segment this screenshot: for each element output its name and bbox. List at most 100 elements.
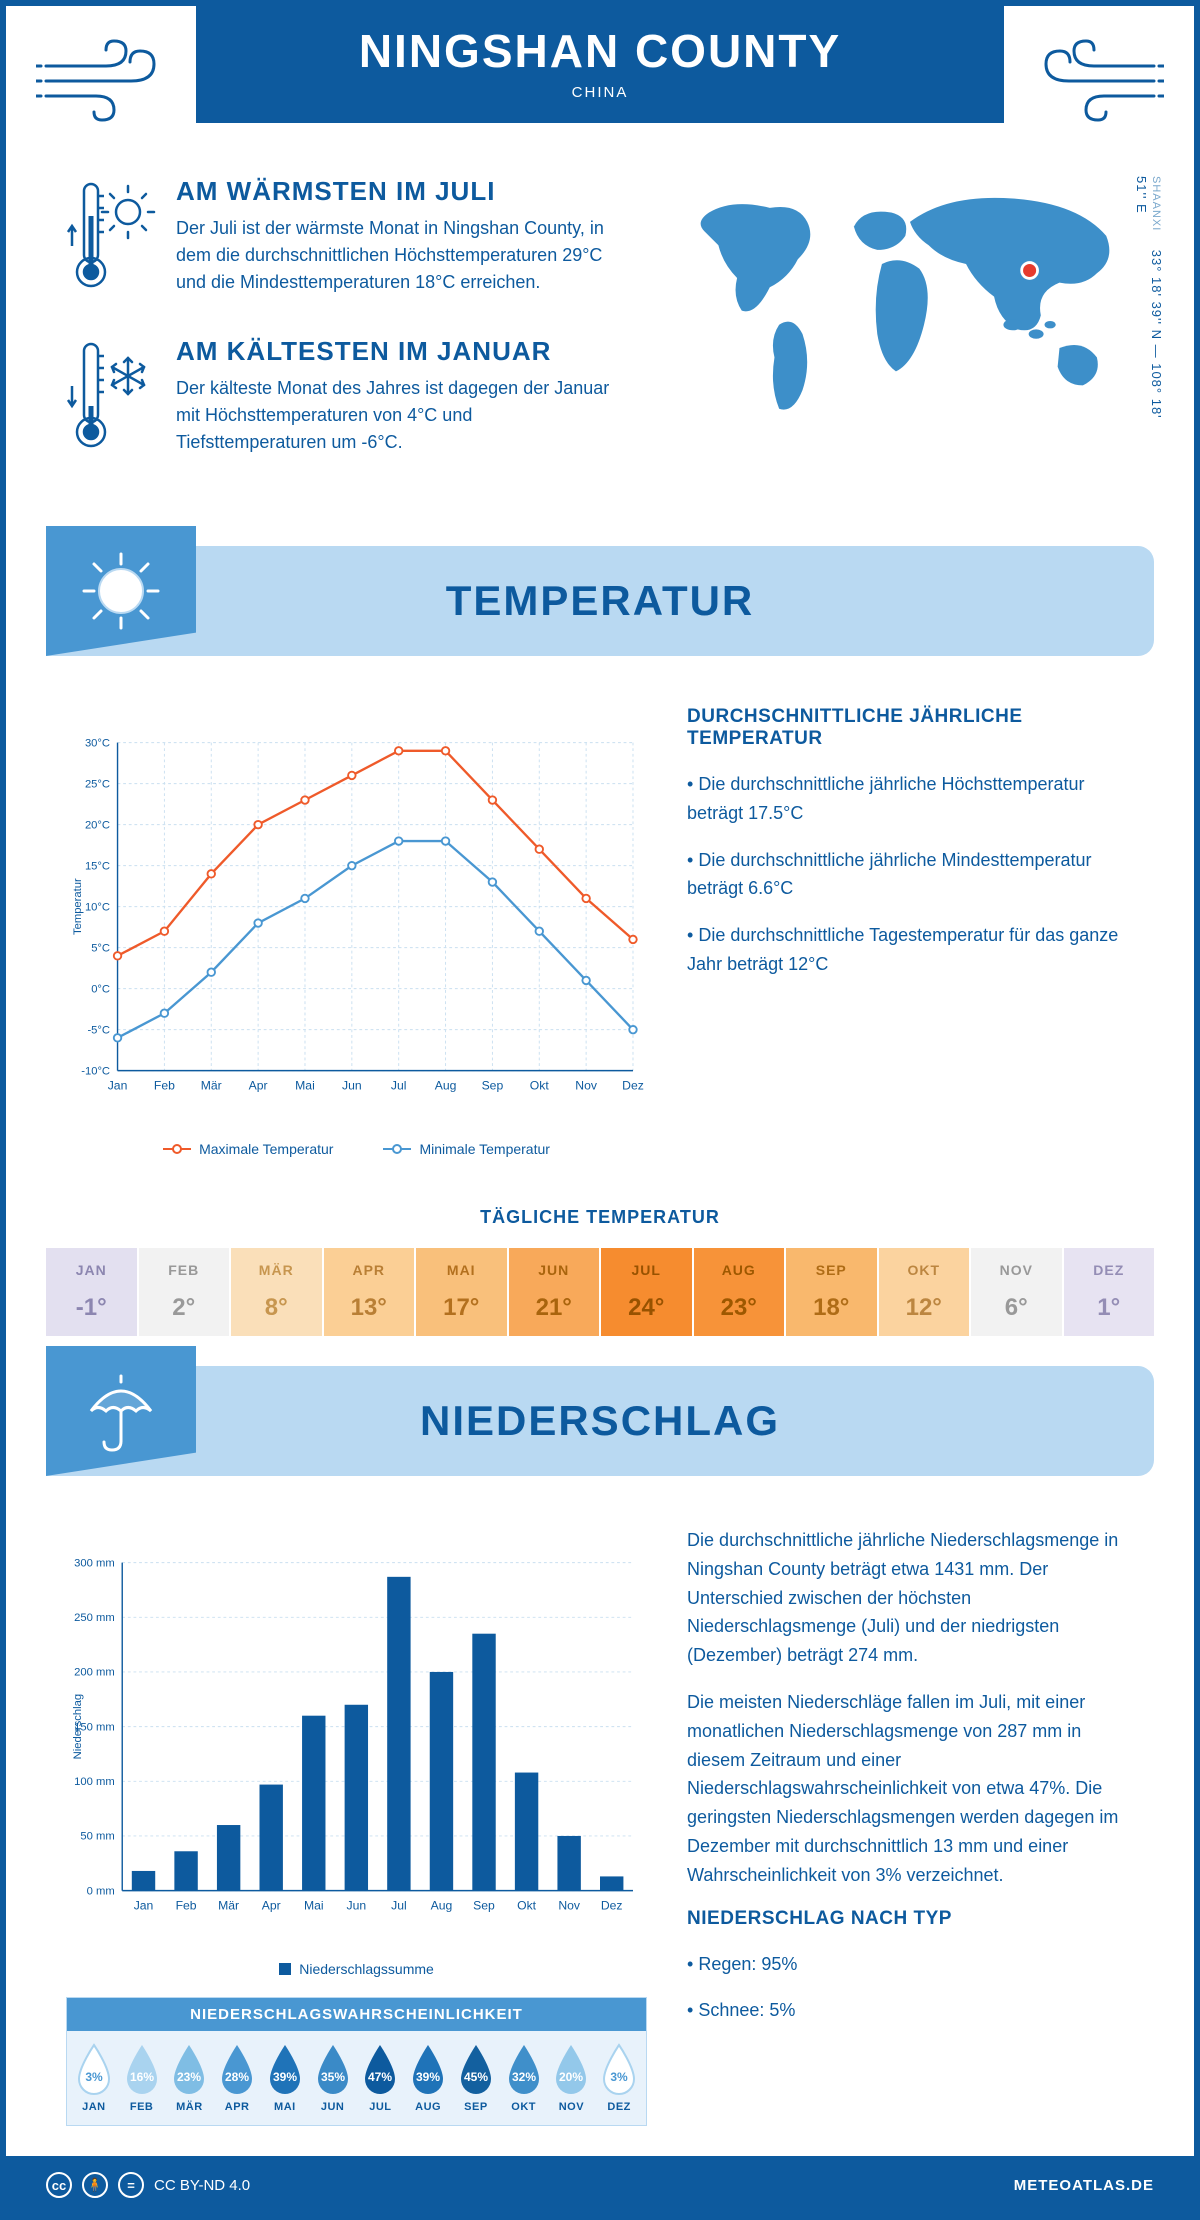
- world-map: [667, 176, 1134, 436]
- svg-text:50 mm: 50 mm: [80, 1831, 114, 1843]
- prob-title: NIEDERSCHLAGSWAHRSCHEINLICHKEIT: [67, 1998, 646, 2031]
- precipitation-chart-col: 0 mm50 mm100 mm150 mm200 mm250 mm300 mmJ…: [66, 1526, 647, 2126]
- svg-text:20%: 20%: [559, 2070, 583, 2084]
- prob-cell: 3%JAN: [71, 2043, 117, 2113]
- umbrella-icon: [76, 1366, 166, 1456]
- cc-icon: cc: [46, 2172, 72, 2198]
- wind-icon-right: [1024, 36, 1164, 126]
- region-label: SHAANXI: [1150, 176, 1162, 231]
- precip-paragraphs: Die durchschnittliche jährliche Niedersc…: [687, 1526, 1134, 1890]
- sun-icon-wrap: [46, 526, 196, 656]
- umbrella-icon-wrap: [46, 1346, 196, 1476]
- svg-text:Feb: Feb: [154, 1078, 175, 1092]
- svg-text:0°C: 0°C: [91, 983, 110, 995]
- temp-info-item: Die durchschnittliche Tagestemperatur fü…: [687, 921, 1134, 979]
- page-title: NINGSHAN COUNTY: [206, 24, 994, 78]
- fact-coldest: AM KÄLTESTEN IM JANUAR Der kälteste Mona…: [66, 336, 627, 456]
- svg-text:200 mm: 200 mm: [74, 1667, 115, 1679]
- svg-text:Temperatur: Temperatur: [72, 878, 84, 935]
- precipitation-chart-area: 0 mm50 mm100 mm150 mm200 mm250 mm300 mmJ…: [6, 1496, 1194, 2156]
- temp-info-list: Die durchschnittliche jährliche Höchstte…: [687, 770, 1134, 979]
- svg-text:5°C: 5°C: [91, 942, 110, 954]
- daily-temp-cell: APR13°: [324, 1248, 415, 1336]
- svg-text:25°C: 25°C: [85, 778, 110, 790]
- by-icon: 🧍: [82, 2172, 108, 2198]
- thermometer-sun-icon: [66, 176, 156, 296]
- svg-text:Niederschlag: Niederschlag: [72, 1694, 84, 1760]
- bytype-item: Schnee: 5%: [687, 1996, 1134, 2025]
- svg-text:Jun: Jun: [347, 1898, 367, 1912]
- precip-probability-box: NIEDERSCHLAGSWAHRSCHEINLICHKEIT 3%JAN 16%…: [66, 1997, 647, 2126]
- svg-text:Jun: Jun: [342, 1078, 362, 1092]
- page-frame: NINGSHAN COUNTY CHINA: [0, 0, 1200, 2220]
- svg-text:35%: 35%: [321, 2070, 345, 2084]
- precip-legend: Niederschlagssumme: [66, 1961, 647, 1977]
- svg-text:Nov: Nov: [575, 1078, 598, 1092]
- daily-temp-cell: MÄR8°: [231, 1248, 322, 1336]
- precipitation-banner: NIEDERSCHLAG: [46, 1366, 1154, 1476]
- sun-icon: [76, 546, 166, 636]
- facts-column: AM WÄRMSTEN IM JULI Der Juli ist der wär…: [66, 176, 627, 496]
- precip-bytype-title: NIEDERSCHLAG NACH TYP: [687, 1908, 1134, 1930]
- daily-temp-cell: FEB2°: [139, 1248, 230, 1336]
- temp-info-item: Die durchschnittliche jährliche Mindestt…: [687, 846, 1134, 904]
- svg-text:Jul: Jul: [391, 1898, 407, 1912]
- daily-temp-cell: DEZ1°: [1064, 1248, 1155, 1336]
- svg-text:32%: 32%: [512, 2070, 536, 2084]
- thermometer-snow-icon: [66, 336, 156, 456]
- daily-temp-cell: JUL24°: [601, 1248, 692, 1336]
- prob-cell: 28%APR: [214, 2043, 260, 2113]
- svg-text:Okt: Okt: [517, 1898, 537, 1912]
- svg-text:Feb: Feb: [176, 1898, 197, 1912]
- license-block: cc 🧍 = CC BY-ND 4.0: [46, 2172, 250, 2198]
- fact-warm-text: Der Juli ist der wärmste Monat in Ningsh…: [176, 215, 627, 296]
- svg-text:100 mm: 100 mm: [74, 1776, 115, 1788]
- daily-temp-cell: JUN21°: [509, 1248, 600, 1336]
- legend-min: Minimale Temperatur: [383, 1141, 549, 1157]
- svg-text:Apr: Apr: [262, 1898, 281, 1912]
- precip-paragraph: Die durchschnittliche jährliche Niedersc…: [687, 1526, 1134, 1670]
- svg-text:Aug: Aug: [435, 1078, 457, 1092]
- daily-temp-cell: JAN-1°: [46, 1248, 137, 1336]
- temperature-info: DURCHSCHNITTLICHE JÄHRLICHE TEMPERATUR D…: [687, 706, 1134, 1157]
- site-name: METEOATLAS.DE: [1014, 2177, 1154, 2194]
- temperature-line-chart: -10°C-5°C0°C5°C10°C15°C20°C25°C30°CJanFe…: [66, 706, 647, 1126]
- license-text: CC BY-ND 4.0: [154, 2177, 250, 2194]
- fact-warmest: AM WÄRMSTEN IM JULI Der Juli ist der wär…: [66, 176, 627, 296]
- svg-text:Mai: Mai: [295, 1078, 315, 1092]
- precipitation-bar-chart: 0 mm50 mm100 mm150 mm200 mm250 mm300 mmJ…: [66, 1526, 647, 1946]
- prob-cell: 3%DEZ: [596, 2043, 642, 2113]
- svg-text:16%: 16%: [130, 2070, 154, 2084]
- svg-text:Okt: Okt: [530, 1078, 550, 1092]
- daily-temp-cell: AUG23°: [694, 1248, 785, 1336]
- svg-text:30°C: 30°C: [85, 737, 110, 749]
- temperature-banner: TEMPERATUR: [46, 546, 1154, 656]
- svg-text:Mai: Mai: [304, 1898, 324, 1912]
- daily-temp-cell: MAI17°: [416, 1248, 507, 1336]
- svg-text:39%: 39%: [273, 2070, 297, 2084]
- daily-temp-cell: NOV6°: [971, 1248, 1062, 1336]
- page-header: NINGSHAN COUNTY CHINA: [6, 6, 1194, 136]
- prob-cell: 47%JUL: [358, 2043, 404, 2113]
- svg-text:20°C: 20°C: [85, 819, 110, 831]
- daily-temp-cell: OKT12°: [879, 1248, 970, 1336]
- legend-max: Maximale Temperatur: [163, 1141, 333, 1157]
- svg-text:250 mm: 250 mm: [74, 1612, 115, 1624]
- prob-row: 3%JAN16%FEB23%MÄR28%APR39%MAI35%JUN47%JU…: [67, 2031, 646, 2125]
- svg-text:39%: 39%: [416, 2070, 440, 2084]
- svg-text:10°C: 10°C: [85, 901, 110, 913]
- svg-text:3%: 3%: [85, 2070, 103, 2084]
- svg-text:3%: 3%: [610, 2070, 628, 2084]
- bytype-item: Regen: 95%: [687, 1950, 1134, 1979]
- fact-cold-text: Der kälteste Monat des Jahres ist dagege…: [176, 375, 627, 456]
- daily-temp-cell: SEP18°: [786, 1248, 877, 1336]
- page-subtitle: CHINA: [206, 84, 994, 101]
- svg-text:Dez: Dez: [601, 1898, 623, 1912]
- svg-text:Nov: Nov: [558, 1898, 581, 1912]
- prob-cell: 35%JUN: [310, 2043, 356, 2113]
- svg-text:45%: 45%: [464, 2070, 488, 2084]
- prob-cell: 32%OKT: [501, 2043, 547, 2113]
- fact-warm-title: AM WÄRMSTEN IM JULI: [176, 176, 627, 207]
- precip-bytype-list: Regen: 95% Schnee: 5%: [687, 1950, 1134, 2026]
- wind-icon-left: [36, 36, 176, 126]
